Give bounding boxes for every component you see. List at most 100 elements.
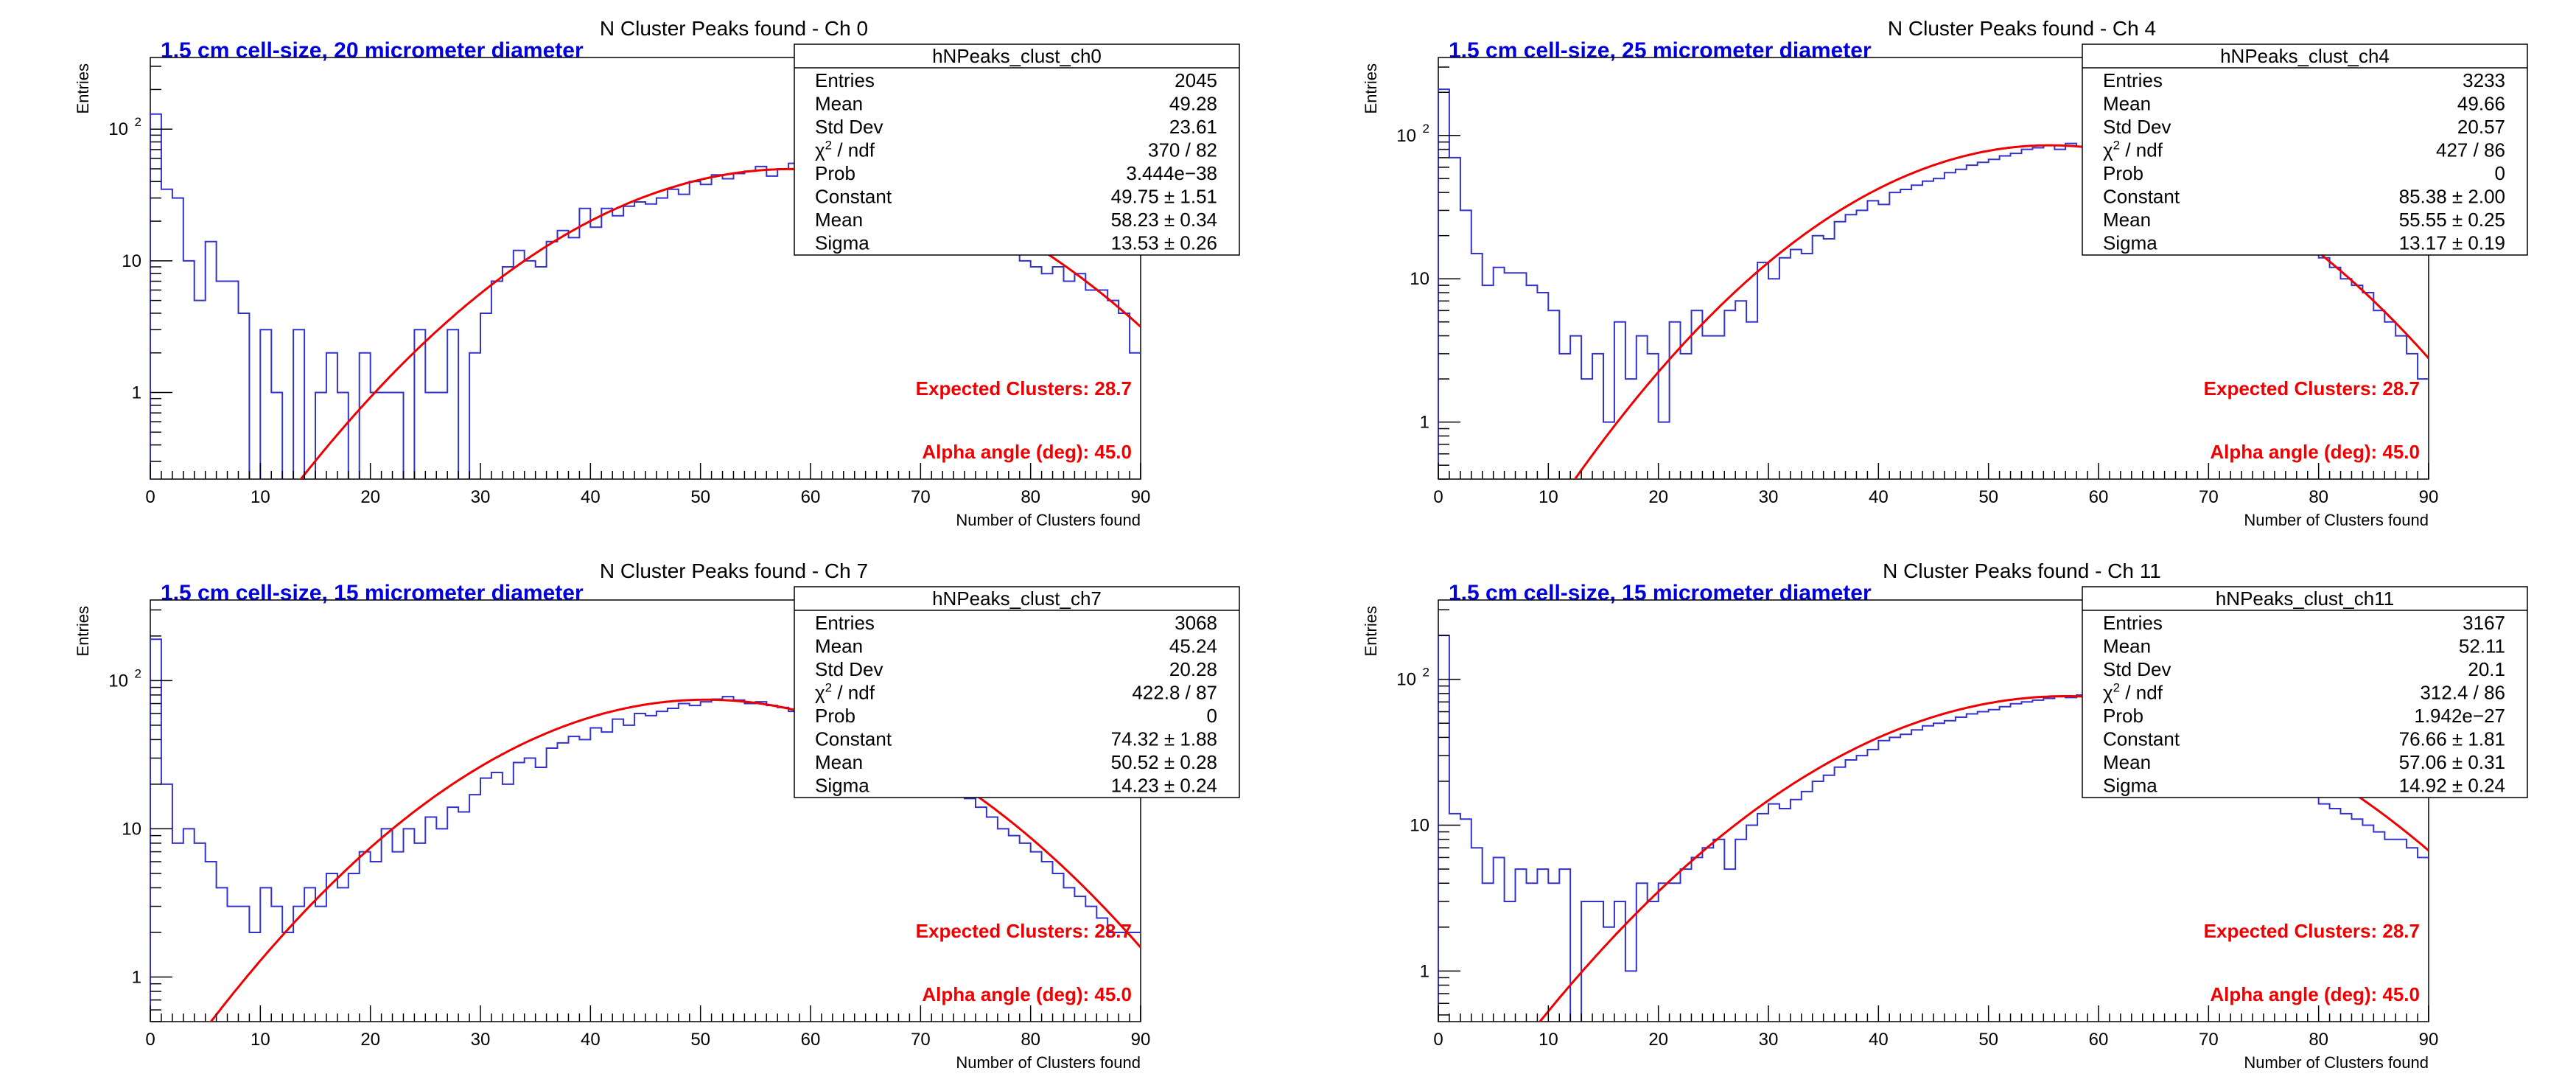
x-tick-label: 30 xyxy=(471,487,491,507)
stats-label: Mean xyxy=(815,751,863,773)
alpha-angle-annotation: Alpha angle (deg): 45.0 xyxy=(2210,983,2420,1005)
y-tick-label: 10 xyxy=(1396,126,1416,146)
x-tick-label: 10 xyxy=(251,1030,270,1050)
x-tick-label: 90 xyxy=(2419,487,2439,507)
y-tick-label: 10 xyxy=(122,819,141,839)
x-tick-label: 0 xyxy=(1433,1030,1443,1050)
stats-value: 74.32 ± 1.88 xyxy=(1111,728,1217,750)
histogram-panel-ch-2: N Cluster Peaks found - Ch 7 1.5 cm cell-… xyxy=(74,559,1240,1072)
stats-value: 57.06 ± 0.31 xyxy=(2399,751,2505,773)
x-tick-label: 60 xyxy=(2089,487,2109,507)
stats-value: 14.92 ± 0.24 xyxy=(2399,775,2505,797)
x-tick-label: 60 xyxy=(801,1030,821,1050)
stats-label: Entries xyxy=(2103,69,2163,91)
x-tick-label: 50 xyxy=(1978,1030,1998,1050)
x-tick-label: 40 xyxy=(581,1030,601,1050)
y-tick-label: 10 xyxy=(108,119,128,139)
y-axis-title: Entries xyxy=(1362,606,1380,656)
stats-label: Entries xyxy=(2103,612,2163,634)
stats-label: Prob xyxy=(2103,705,2143,727)
stats-value: 20.57 xyxy=(2457,116,2505,138)
stats-value: 45.24 xyxy=(1169,635,1217,657)
plot-title: N Cluster Peaks found - Ch 0 xyxy=(600,17,868,40)
x-tick-label: 70 xyxy=(2199,1030,2219,1050)
stats-label: Entries xyxy=(815,69,875,91)
stats-box-frame xyxy=(794,43,1240,256)
x-axis-title: Number of Clusters found xyxy=(2244,1053,2429,1072)
y-tick-label: 1 xyxy=(132,967,141,987)
stats-box-name: hNPeaks_clust_ch7 xyxy=(932,587,1102,610)
stats-label: Sigma xyxy=(2103,775,2157,797)
stats-label: Mean xyxy=(815,93,863,115)
stats-label: Std Dev xyxy=(2103,658,2171,680)
y-axis-title: Entries xyxy=(74,606,92,656)
stats-value: 3.444e−38 xyxy=(1126,162,1217,184)
y-tick-label: 10 xyxy=(1396,670,1416,690)
stats-value: 0 xyxy=(2495,162,2505,184)
stats-value: 1.942e−27 xyxy=(2414,705,2505,727)
stats-label: Mean xyxy=(2103,209,2151,231)
x-tick-label: 50 xyxy=(1978,487,1998,507)
x-tick-label: 70 xyxy=(911,1030,931,1050)
x-tick-label: 90 xyxy=(1131,487,1151,507)
x-tick-label: 80 xyxy=(2309,1030,2328,1050)
x-tick-label: 20 xyxy=(360,1030,380,1050)
x-tick-label: 50 xyxy=(690,1030,710,1050)
stats-box-name: hNPeaks_clust_ch0 xyxy=(932,45,1102,67)
stats-label: Constant xyxy=(815,728,892,750)
stats-value: 370 / 82 xyxy=(1148,139,1217,161)
stats-value: 14.23 ± 0.24 xyxy=(1111,775,1217,797)
stats-label: Prob xyxy=(815,162,855,184)
stats-label: Prob xyxy=(815,705,855,727)
x-tick-label: 80 xyxy=(1021,487,1040,507)
x-tick-label: 10 xyxy=(251,487,270,507)
stats-label: χ2 / ndf xyxy=(2103,139,2163,161)
y-tick-exponent: 2 xyxy=(1423,666,1429,680)
stats-label: Sigma xyxy=(2103,232,2157,254)
plot-area xyxy=(150,638,1141,1022)
stats-label: Std Dev xyxy=(815,658,883,680)
x-tick-label: 20 xyxy=(1648,1030,1668,1050)
stats-label: Mean xyxy=(2103,751,2151,773)
x-tick-label: 90 xyxy=(2419,1030,2439,1050)
plot-subtitle: 1.5 cm cell-size, 25 micrometer diameter xyxy=(1449,38,1872,63)
stats-label: Sigma xyxy=(815,775,869,797)
x-axis-title: Number of Clusters found xyxy=(956,1053,1141,1072)
stats-value: 20.1 xyxy=(2468,658,2505,680)
plot-subtitle: 1.5 cm cell-size, 15 micrometer diameter xyxy=(1449,581,1872,605)
y-tick-label: 10 xyxy=(1410,269,1429,289)
x-tick-label: 40 xyxy=(1869,1030,1889,1050)
stats-box-name: hNPeaks_clust_ch11 xyxy=(2216,587,2394,610)
x-tick-label: 90 xyxy=(1131,1030,1151,1050)
y-tick-label: 10 xyxy=(108,671,128,691)
stats-label: Sigma xyxy=(815,232,869,254)
x-tick-label: 80 xyxy=(1021,1030,1040,1050)
stats-label: Mean xyxy=(2103,635,2151,657)
x-tick-label: 70 xyxy=(911,487,931,507)
stats-box-frame xyxy=(2082,586,2528,798)
stats-label: χ2 / ndf xyxy=(2103,681,2163,704)
y-tick-label: 10 xyxy=(122,251,141,271)
x-axis-title: Number of Clusters found xyxy=(956,511,1141,529)
x-tick-label: 70 xyxy=(2199,487,2219,507)
x-tick-label: 80 xyxy=(2309,487,2328,507)
stats-label: Mean xyxy=(815,635,863,657)
gaussian-fit-curve xyxy=(209,698,1141,1022)
x-tick-label: 30 xyxy=(1759,1030,1779,1050)
x-tick-label: 60 xyxy=(801,487,821,507)
expected-clusters-annotation: Expected Clusters: 28.7 xyxy=(916,920,1132,942)
stats-value: 3233 xyxy=(2463,69,2505,91)
stats-value: 427 / 86 xyxy=(2436,139,2505,161)
histogram-panel-ch-1: N Cluster Peaks found - Ch 4 1.5 cm cell-… xyxy=(1362,17,2528,529)
stats-box: hNPeaks_clust_ch4 Entries 3233 Mean 49.66 Std… xyxy=(2082,43,2528,256)
expected-clusters-annotation: Expected Clusters: 28.7 xyxy=(916,377,1132,400)
stats-value: 76.66 ± 1.81 xyxy=(2399,728,2505,750)
plot-subtitle: 1.5 cm cell-size, 20 micrometer diameter xyxy=(161,38,584,63)
x-tick-label: 20 xyxy=(1648,487,1668,507)
stats-value: 50.52 ± 0.28 xyxy=(1111,751,1217,773)
stats-label: χ2 / ndf xyxy=(815,681,875,704)
x-tick-label: 0 xyxy=(145,487,155,507)
stats-value: 58.23 ± 0.34 xyxy=(1111,209,1217,231)
stats-box-frame xyxy=(794,586,1240,798)
